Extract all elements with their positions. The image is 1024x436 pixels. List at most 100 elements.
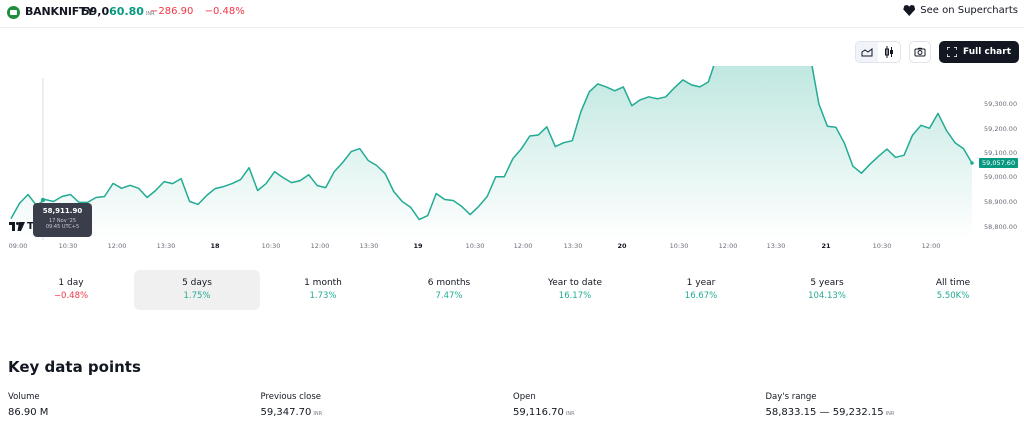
- price-integer: 59,0: [82, 5, 110, 18]
- x-tick: 13:30: [563, 242, 583, 250]
- y-tick: 59,200.00: [984, 125, 1018, 133]
- period-change: 5.50K%: [936, 291, 970, 301]
- price-decimal: 60.80: [109, 5, 144, 18]
- period-year-to-date[interactable]: Year to date 16.17%: [512, 270, 638, 310]
- x-tick: 10:30: [872, 242, 892, 250]
- currency-unit: INR: [885, 411, 895, 417]
- key-data-title: Key data points: [8, 358, 141, 376]
- last-price: 59,060.80 INR: [82, 5, 155, 18]
- period-1-month[interactable]: 1 month 1.73%: [260, 270, 386, 310]
- period-all-time[interactable]: All time 5.50K%: [890, 270, 1016, 310]
- tradingview-heart-icon: [903, 5, 916, 16]
- key-data-previous-close: Previous close 59,347.70 INR: [261, 392, 514, 418]
- period-label: All time: [935, 278, 971, 288]
- x-tick: 13:30: [156, 242, 176, 250]
- period-change: 7.47%: [435, 291, 463, 301]
- chart-toolbar: Full chart: [855, 41, 1019, 63]
- period-change: 1.73%: [309, 291, 337, 301]
- currency-unit: INR: [565, 411, 575, 417]
- x-tick: 19: [413, 242, 423, 250]
- symbol-name[interactable]: BANKNIFTY: [25, 5, 95, 18]
- x-tick: 10:30: [465, 242, 485, 250]
- candlestick-chart-button[interactable]: [878, 42, 900, 62]
- period-change: 16.67%: [684, 291, 718, 301]
- symbol-logo-icon: [7, 6, 20, 19]
- change-absolute: −286.90: [150, 6, 194, 17]
- crosshair-tooltip: 58,911.90 17 Nov '25 09:45 UTC+5: [33, 203, 92, 237]
- tooltip-time: 09:45 UTC+5: [45, 224, 80, 230]
- y-tick: 58,900.00: [984, 198, 1018, 206]
- key-data-label: Open: [513, 392, 536, 402]
- full-chart-button[interactable]: Full chart: [939, 41, 1019, 63]
- y-tick: 59,300.00: [984, 100, 1018, 108]
- symbol-header: BANKNIFTY 59,060.80 INR −286.90 −0.48% Se…: [0, 0, 1024, 28]
- key-data-value: 86.90 M: [8, 407, 261, 418]
- period-label: 1 year: [686, 278, 716, 288]
- supercharts-label: See on Supercharts: [920, 5, 1018, 16]
- period-label: 1 day: [58, 278, 84, 288]
- x-tick: 10:30: [58, 242, 78, 250]
- last-price-point: [970, 161, 974, 165]
- period-6-months[interactable]: 6 months 7.47%: [386, 270, 512, 310]
- currency-unit: INR: [313, 411, 323, 417]
- period-selector: 1 day −0.48% 5 days 1.75% 1 month 1.73% …: [8, 270, 1016, 310]
- see-on-supercharts-link[interactable]: See on Supercharts: [903, 5, 1018, 16]
- period-change: 16.17%: [558, 291, 592, 301]
- period-change: 104.13%: [808, 291, 846, 301]
- x-tick: 18: [210, 242, 220, 250]
- candlestick-icon: [885, 46, 894, 58]
- key-data-value: 59,116.70 INR: [513, 407, 766, 418]
- previous-close-value: 59,347.70: [260, 407, 312, 418]
- y-tick: 59,100.00: [984, 149, 1018, 157]
- key-data-open: Open 59,116.70 INR: [513, 392, 766, 418]
- fullscreen-icon: [947, 47, 958, 57]
- x-tick: 13:30: [766, 242, 786, 250]
- area-chart-icon: [861, 48, 873, 57]
- key-data-label: Volume: [8, 392, 40, 402]
- period-label: 6 months: [427, 278, 471, 288]
- period-change: 1.75%: [183, 291, 211, 301]
- key-data-value: 59,347.70 INR: [261, 407, 514, 418]
- tradingview-logo-icon: [9, 222, 25, 231]
- x-tick: 12:00: [921, 242, 941, 250]
- period-5-days[interactable]: 5 days 1.75%: [134, 270, 260, 310]
- period-change: −0.48%: [53, 291, 89, 301]
- area-chart-button[interactable]: [856, 42, 879, 62]
- key-data-value: 58,833.15 — 59,232.15 INR: [766, 407, 1019, 418]
- y-tick: 59,000.00: [984, 173, 1018, 181]
- last-price-badge: 59,057.60: [979, 158, 1019, 168]
- x-tick: 12:00: [310, 242, 330, 250]
- key-data-volume: Volume 86.90 M: [8, 392, 261, 418]
- key-data-grid: Volume 86.90 M Previous close 59,347.70 I…: [8, 392, 1018, 418]
- period-1-day[interactable]: 1 day −0.48%: [8, 270, 134, 310]
- screenshot-button[interactable]: [909, 41, 932, 63]
- area-chart-plot[interactable]: [0, 66, 1024, 256]
- full-chart-label: Full chart: [963, 47, 1011, 57]
- volume-value: 86.90 M: [8, 407, 49, 418]
- period-1-year[interactable]: 1 year 16.67%: [638, 270, 764, 310]
- period-label: 1 month: [304, 278, 342, 288]
- x-tick: 10:30: [261, 242, 281, 250]
- camera-icon: [914, 47, 926, 57]
- tooltip-price: 58,911.90: [42, 207, 83, 215]
- x-tick: 12:00: [718, 242, 738, 250]
- crosshair-point: [40, 197, 46, 203]
- x-tick: 12:00: [107, 242, 127, 250]
- x-tick: 13:30: [359, 242, 379, 250]
- key-data-label: Day's range: [765, 392, 817, 402]
- price-chart[interactable]: 59,300.00 59,200.00 59,100.00 59,057.60 …: [0, 66, 1024, 256]
- period-label: 5 years: [810, 278, 844, 288]
- period-5-years[interactable]: 5 years 104.13%: [764, 270, 890, 310]
- x-tick: 12:00: [513, 242, 533, 250]
- x-tick: 21: [821, 242, 831, 250]
- period-label: 5 days: [182, 278, 212, 288]
- key-data-days-range: Day's range 58,833.15 — 59,232.15 INR: [766, 392, 1019, 418]
- y-tick: 58,800.00: [984, 223, 1018, 231]
- x-tick: 10:30: [669, 242, 689, 250]
- change-percent: −0.48%: [204, 6, 245, 17]
- x-tick: 20: [617, 242, 627, 250]
- open-value: 59,116.70: [513, 407, 564, 418]
- days-range-value: 58,833.15 — 59,232.15: [765, 407, 884, 418]
- price-currency: INR: [145, 11, 155, 17]
- tooltip-date: 17 Nov '25: [48, 218, 77, 224]
